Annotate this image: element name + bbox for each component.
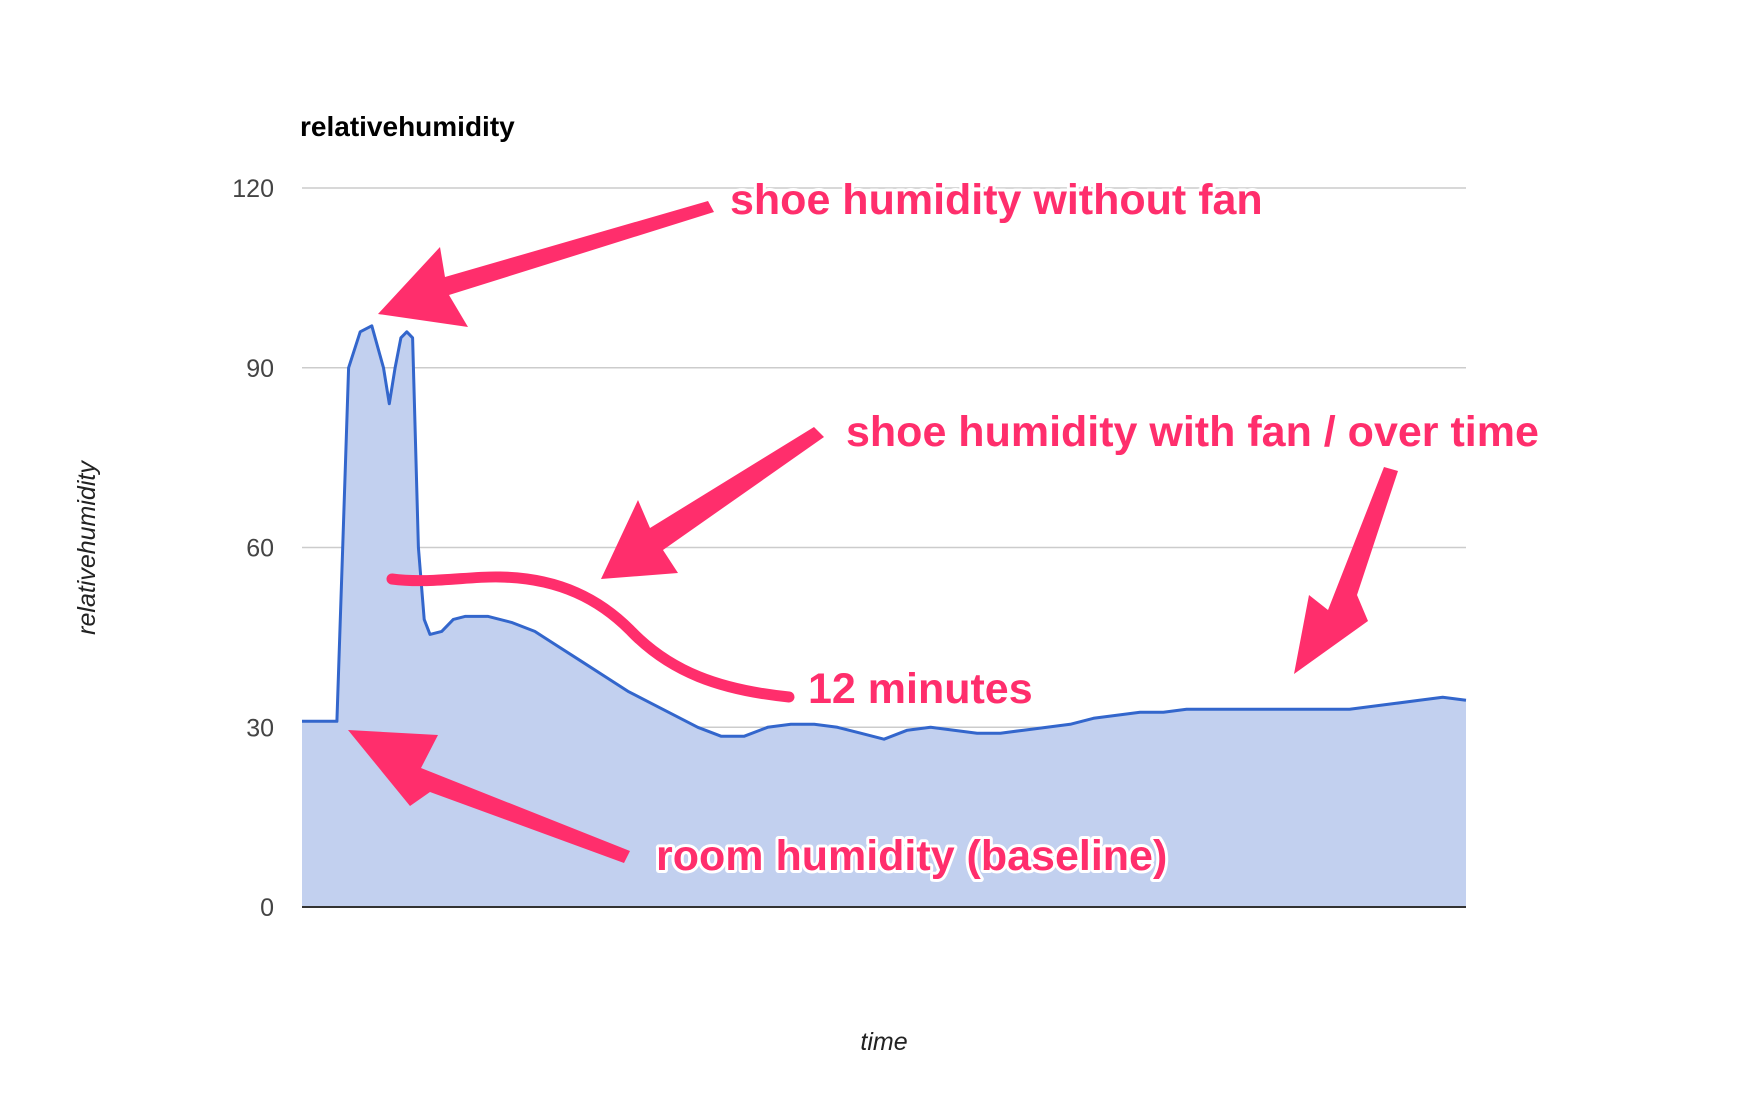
y-tick-label: 60 xyxy=(246,535,274,563)
arrow-over-time xyxy=(1294,467,1398,674)
annotation-twelve-minutes: 12 minutes xyxy=(808,665,1033,713)
y-tick-labels: 0 30 60 90 120 xyxy=(232,175,274,922)
y-tick-label: 90 xyxy=(246,355,274,383)
y-tick-label: 0 xyxy=(260,894,274,922)
annotation-with-fan: shoe humidity with fan / over time xyxy=(846,408,1539,456)
arrow-with-fan xyxy=(601,427,824,579)
y-tick-label: 120 xyxy=(232,175,274,203)
annotation-without-fan: shoe humidity without fan xyxy=(730,176,1263,224)
series-line xyxy=(302,324,1467,741)
annotation-room-baseline: room humidity (baseline) xyxy=(656,832,1167,880)
y-tick-label: 30 xyxy=(246,714,274,742)
chart-title: relativehumidity xyxy=(300,111,515,142)
arrow-without-fan xyxy=(378,201,714,327)
y-axis-label: relativehumidity xyxy=(73,460,101,635)
annotation-arrows xyxy=(348,201,1398,863)
x-axis-label: time xyxy=(860,1028,907,1056)
arrow-room-baseline xyxy=(348,730,630,863)
series-area xyxy=(302,325,1466,907)
twelve-minutes-bracket xyxy=(386,571,795,703)
